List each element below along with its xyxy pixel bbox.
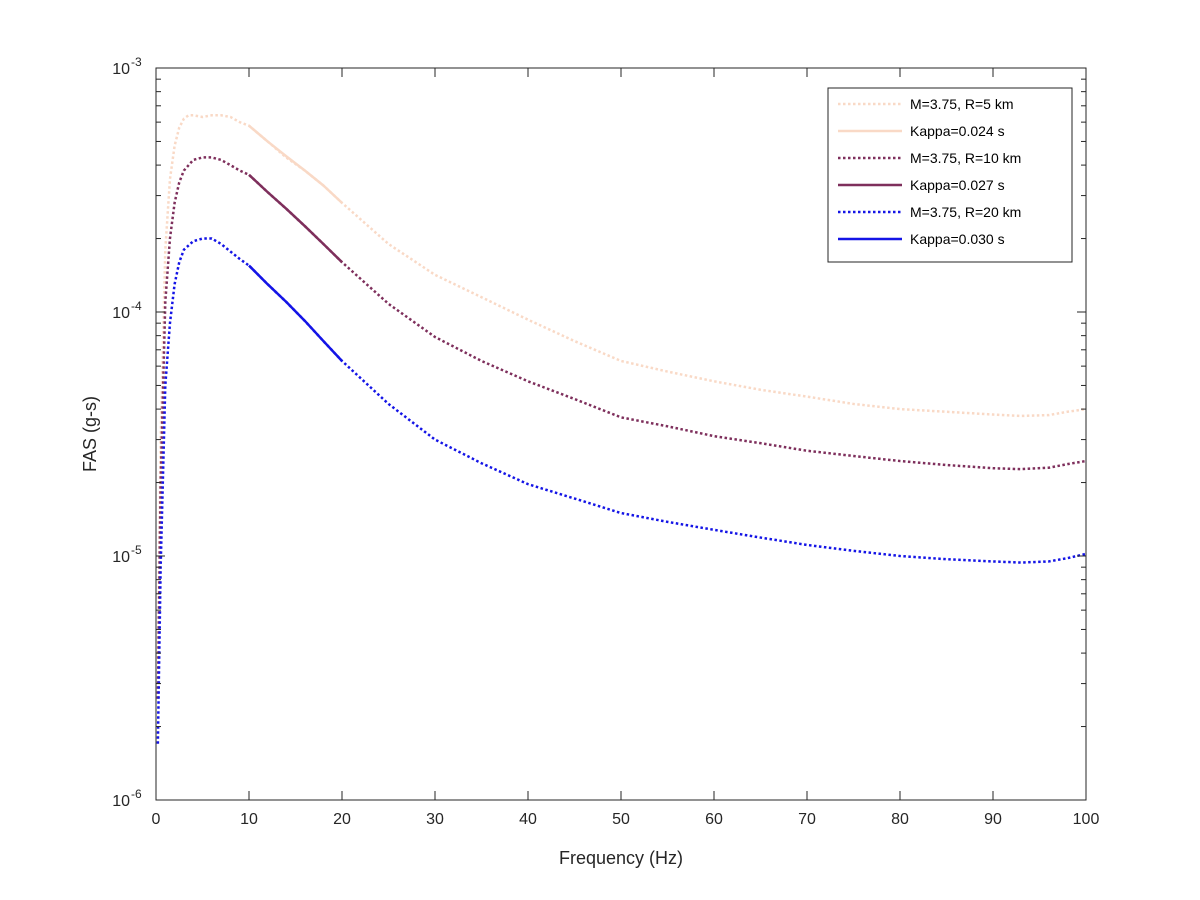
legend-label-5: Kappa=0.030 s xyxy=(910,231,1005,247)
y-tick-label-base-2: 10 xyxy=(112,305,130,322)
x-tick-label-9: 90 xyxy=(984,811,1002,828)
y-tick-label-exp-3: -3 xyxy=(131,55,142,69)
x-tick-label-6: 60 xyxy=(705,811,723,828)
y-tick-label-exp-1: -5 xyxy=(131,543,142,557)
legend-label-0: M=3.75, R=5 km xyxy=(910,96,1014,112)
x-tick-label-7: 70 xyxy=(798,811,816,828)
series-line-5 xyxy=(248,264,343,362)
series-line-1 xyxy=(248,124,343,204)
x-tick-label-5: 50 xyxy=(612,811,630,828)
legend-box xyxy=(827,87,1073,263)
series-line-3 xyxy=(248,173,343,264)
y-tick-label-base-3: 10 xyxy=(112,61,130,78)
x-axis-label: Frequency (Hz) xyxy=(559,848,683,868)
plot-frame xyxy=(155,67,1087,801)
y-tick-labels: 10-610-510-410-3 xyxy=(112,55,142,810)
y-tick-label-base-0: 10 xyxy=(112,793,130,810)
x-tick-label-1: 10 xyxy=(240,811,258,828)
legend-label-2: M=3.75, R=10 km xyxy=(910,150,1021,166)
x-tick-label-4: 40 xyxy=(519,811,537,828)
x-tick-label-3: 30 xyxy=(426,811,444,828)
x-tick-labels: 0 10 20 30 40 50 60 70 80 90 100 xyxy=(152,811,1100,828)
x-tick-label-10: 100 xyxy=(1073,811,1100,828)
y-tick-label-1: 10 -5 xyxy=(112,543,142,566)
legend: M=3.75, R=5 km Kappa=0.024 s M=3.75, R=10 … xyxy=(827,87,1073,263)
y-tick-label-base-1: 10 xyxy=(112,549,130,566)
y-tick-label-3: 10 -3 xyxy=(112,55,142,78)
x-tick-label-2: 20 xyxy=(333,811,351,828)
y-tick-label-exp-0: -6 xyxy=(131,787,142,801)
y-tick-label-2: 10 -4 xyxy=(112,299,142,322)
x-tick-label-8: 80 xyxy=(891,811,909,828)
y-axis-label: FAS (g-s) xyxy=(80,396,100,472)
series-layer xyxy=(156,114,1087,744)
legend-label-1: Kappa=0.024 s xyxy=(910,123,1005,139)
legend-label-3: Kappa=0.027 s xyxy=(910,177,1005,193)
y-tick-label-0: 10 -6 xyxy=(112,787,142,810)
series-line-0 xyxy=(156,114,1087,659)
y-tick-label-exp-2: -4 xyxy=(131,299,142,313)
x-tick-label-0: 0 xyxy=(152,811,161,828)
legend-label-4: M=3.75, R=20 km xyxy=(910,204,1021,220)
